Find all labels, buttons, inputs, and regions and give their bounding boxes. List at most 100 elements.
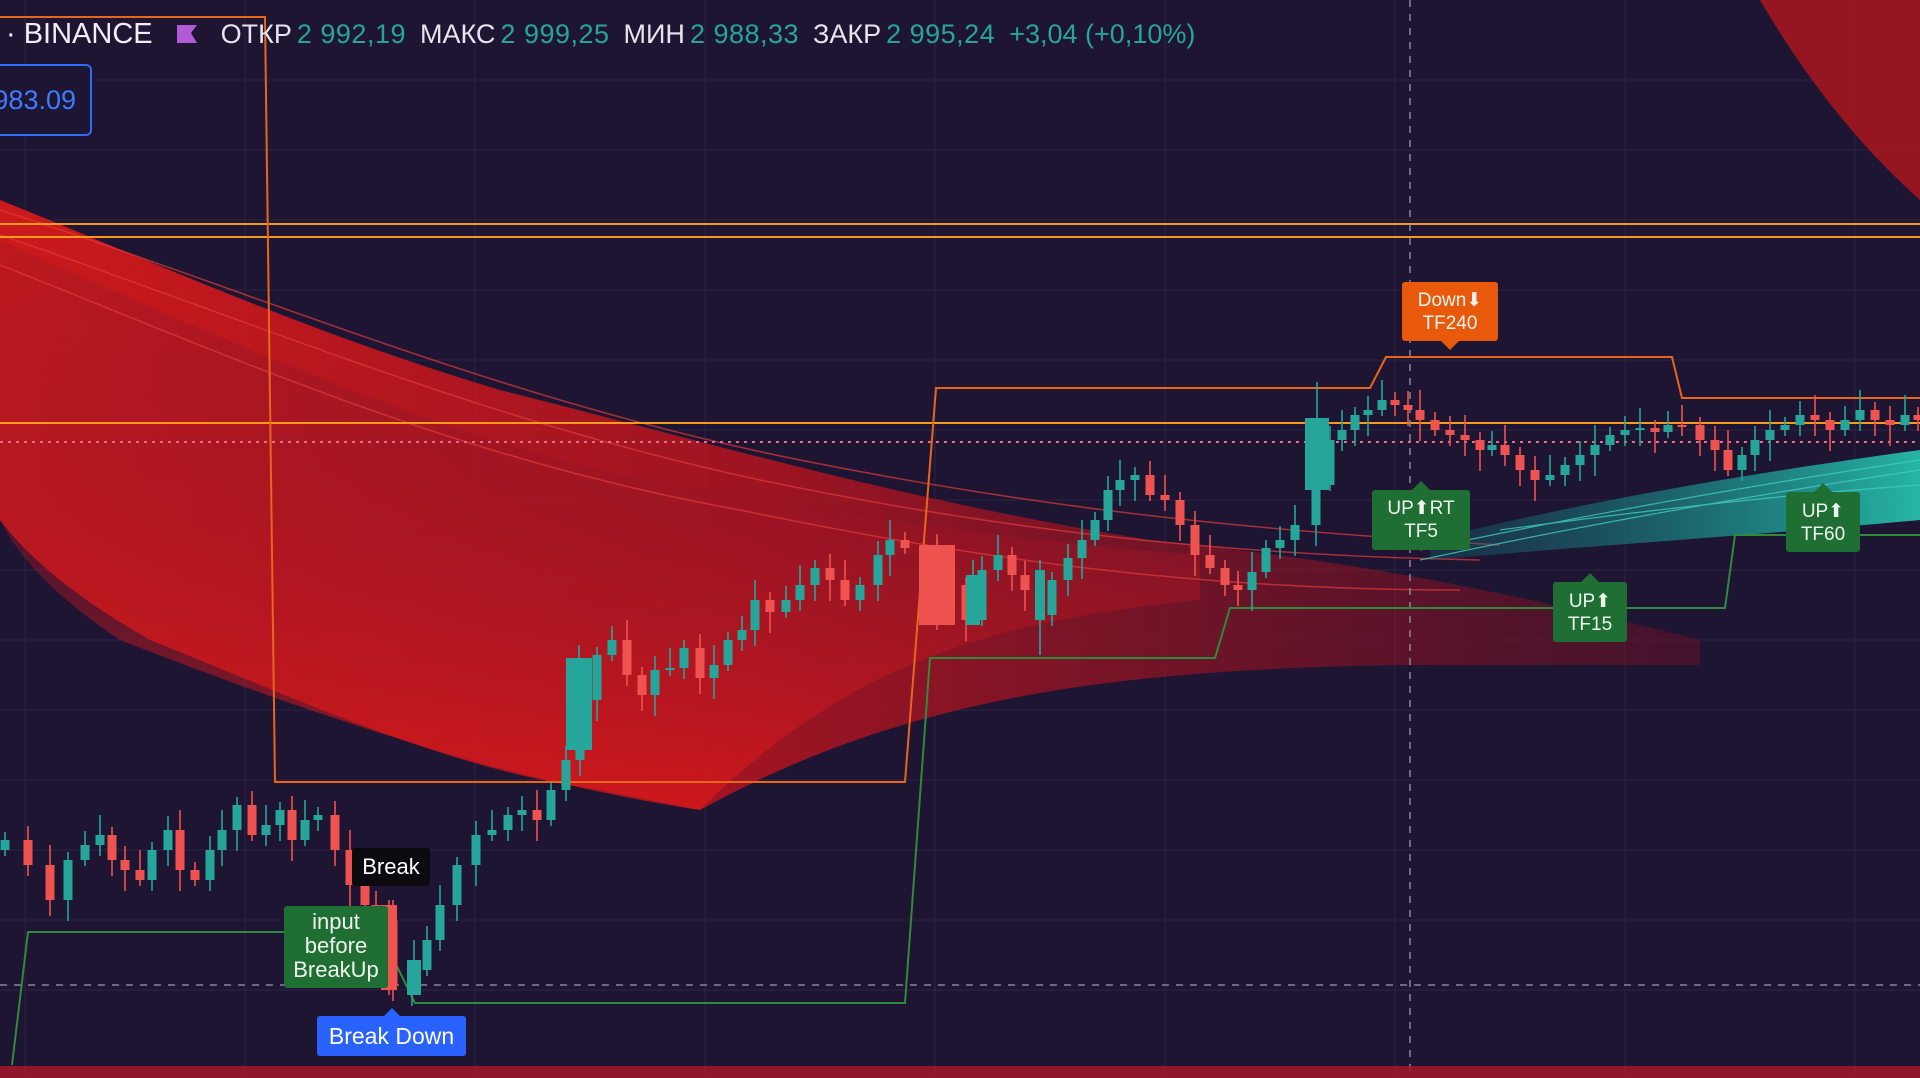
red-cloud-inner [0,240,1200,810]
candle [1145,475,1155,495]
candle [232,805,242,830]
signal-up-tf15[interactable]: UP⬆ TF15 [1553,573,1627,642]
candle [175,830,185,870]
orange-step-line [0,16,1920,783]
input-label-line2: before [304,933,368,958]
candle [607,640,617,655]
candle [1545,475,1555,480]
ohlc-header: · BINANCE ОТКР 2 992,19 МАКС 2 999,25 МИ… [0,14,1195,54]
candle [95,835,105,845]
candle [1337,430,1347,440]
open-label: ОТКР [220,18,292,49]
candle [261,825,271,835]
candle [1035,570,1045,620]
candle [637,675,647,695]
candle [1855,410,1865,420]
candle [1275,540,1285,548]
signal-down-tf240[interactable]: Down⬇ TF240 [1402,282,1498,350]
candle [205,850,215,880]
candle [330,815,340,850]
candle [781,600,791,612]
signal-down-tf240-line1: Down⬇ [1417,290,1483,311]
candle [622,640,632,675]
candle [1900,415,1910,425]
candle [1350,415,1360,430]
candle [810,568,820,585]
candle [1445,430,1455,435]
signal-up-tf60[interactable]: UP⬆ TF60 [1786,483,1860,552]
candle [885,540,895,555]
candle [1810,415,1820,420]
candle [120,860,130,870]
candle [1663,425,1673,432]
candle [665,668,675,670]
candle [107,835,117,860]
break-label[interactable]: Break [352,848,430,886]
symbol-label[interactable]: · BINANCE [6,17,153,50]
candle [1160,495,1170,500]
candle [313,815,323,820]
candle [1247,572,1257,590]
signal-up-tf60-line1: UP⬆ [1801,501,1845,522]
candle [566,658,592,750]
low-value: 2 988,33 [689,18,800,49]
input-before-breakup-label[interactable]: input before BreakUp [284,906,388,988]
flag-icon[interactable] [175,23,199,45]
candle [765,600,775,612]
candle [1635,428,1645,430]
candle [1325,440,1335,485]
candles [0,380,1920,1006]
signal-down-tf240-line2: TF240 [1422,313,1478,334]
signal-up-rt-tf5[interactable]: UP⬆RT TF5 [1372,481,1470,550]
arrow-down-icon [1441,341,1459,350]
red-cloud-top-right [1760,0,1920,200]
signal-up-rt-tf5-line1: UP⬆RT [1387,498,1455,519]
candle [1115,480,1125,490]
candle [546,790,556,820]
break-down-label[interactable]: Break Down [317,1008,466,1056]
candle [1795,415,1805,425]
candle [737,630,747,640]
candle [63,860,73,900]
candle [300,820,310,840]
candle [1077,540,1087,558]
candle [45,865,55,900]
candle [275,810,285,825]
candle [1220,568,1230,585]
signal-up-tf15-line1: UP⬆ [1568,591,1612,612]
candle [855,585,865,600]
candle [1430,420,1440,430]
candle [561,760,571,790]
candle [1290,525,1300,540]
candle [1825,420,1835,430]
change-value: +3,04 (+0,10%) [1009,18,1196,49]
high-label: МАКС [419,18,496,49]
candle [1261,548,1271,572]
candle [1130,475,1140,480]
candle [471,835,481,865]
candle [1750,440,1760,455]
candle [1175,500,1185,525]
candle [873,555,883,585]
cloud-lines [0,209,1501,591]
price-marker-box[interactable]: 983.09 [0,64,92,136]
candle [1650,428,1660,432]
candle [825,568,835,580]
candle [1560,465,1570,475]
low-label: МИН [623,18,685,49]
candle [1765,430,1775,440]
candle [1677,425,1687,427]
close-label: ЗАКР [813,18,882,49]
candle [1063,558,1073,580]
candle [709,665,719,678]
input-label-line3: BreakUp [293,957,379,982]
arrow-up-icon [1814,483,1832,492]
candle [1500,445,1510,455]
candle [795,585,805,600]
arrow-up-icon [383,1008,400,1016]
candle [1020,575,1030,590]
candle [750,600,760,630]
input-label-line1: input [312,909,360,934]
signal-up-tf60-line2: TF60 [1800,524,1846,545]
